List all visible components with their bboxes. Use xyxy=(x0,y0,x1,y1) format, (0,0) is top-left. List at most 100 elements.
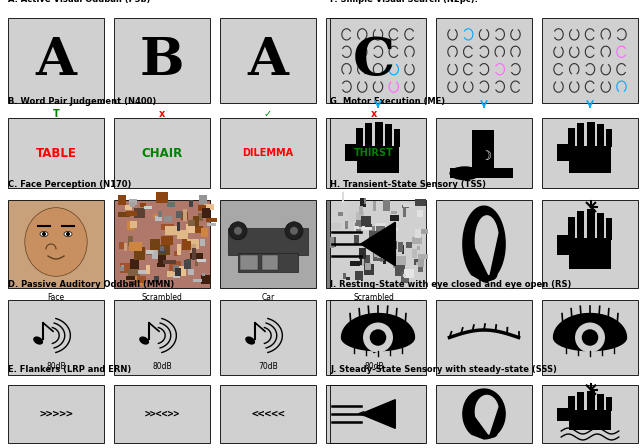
Bar xyxy=(365,123,372,147)
Bar xyxy=(557,408,570,421)
Bar xyxy=(128,237,133,246)
Ellipse shape xyxy=(25,208,87,276)
Bar xyxy=(190,244,196,254)
Bar xyxy=(557,235,570,254)
Bar xyxy=(436,385,532,443)
Text: Car: Car xyxy=(261,293,275,302)
Bar xyxy=(349,202,359,213)
Bar xyxy=(177,244,181,254)
Bar xyxy=(262,255,278,270)
Bar xyxy=(220,300,316,375)
Bar xyxy=(357,146,399,172)
Polygon shape xyxy=(554,314,627,351)
Bar xyxy=(165,226,177,235)
Bar xyxy=(568,396,575,411)
Bar xyxy=(129,242,141,251)
Circle shape xyxy=(229,222,247,240)
Bar xyxy=(188,269,194,275)
Text: I. Resting-State with eye closed and eye open (RS): I. Resting-State with eye closed and eye… xyxy=(330,280,572,289)
Bar xyxy=(412,237,422,244)
Polygon shape xyxy=(463,389,505,439)
Bar xyxy=(374,247,379,257)
Bar xyxy=(154,216,162,221)
Bar xyxy=(114,200,210,288)
Bar xyxy=(220,118,316,188)
Bar xyxy=(154,276,159,282)
Bar xyxy=(358,258,367,266)
Bar xyxy=(415,199,426,206)
Text: T: T xyxy=(52,109,60,119)
Bar xyxy=(344,273,346,279)
Bar xyxy=(164,216,172,222)
Bar xyxy=(137,276,146,283)
Text: 70dB: 70dB xyxy=(258,362,278,371)
Bar xyxy=(378,250,384,258)
Bar xyxy=(368,237,376,244)
Bar xyxy=(374,227,381,238)
Bar xyxy=(160,246,164,251)
Bar xyxy=(606,129,612,147)
Bar xyxy=(542,300,638,375)
Bar xyxy=(182,241,191,250)
Bar xyxy=(120,263,130,273)
Bar xyxy=(390,215,399,221)
Text: >><<>>: >><<>> xyxy=(145,409,180,419)
Circle shape xyxy=(290,227,298,235)
Bar xyxy=(542,118,638,188)
Bar xyxy=(348,212,356,223)
Bar xyxy=(134,276,145,285)
Bar xyxy=(198,213,203,220)
Bar xyxy=(376,226,385,234)
Bar xyxy=(388,248,397,257)
Text: >>>>>: >>>>> xyxy=(39,409,73,419)
Bar xyxy=(356,128,363,147)
Bar xyxy=(161,224,173,230)
Bar xyxy=(436,300,532,375)
Bar xyxy=(436,118,532,188)
Bar xyxy=(163,260,176,264)
Bar xyxy=(542,385,638,443)
Bar xyxy=(413,259,419,265)
Text: Face: Face xyxy=(47,293,65,302)
Circle shape xyxy=(575,323,605,353)
Bar xyxy=(360,258,362,265)
Bar xyxy=(375,121,383,147)
Text: C: C xyxy=(353,35,395,86)
Bar xyxy=(339,212,342,215)
Bar xyxy=(415,229,420,238)
Bar xyxy=(380,255,388,262)
Bar xyxy=(8,200,104,288)
Bar xyxy=(359,206,363,215)
Bar xyxy=(417,246,420,250)
Bar xyxy=(199,195,207,204)
Bar xyxy=(192,226,203,233)
Bar xyxy=(569,238,611,269)
Text: D. Passive Auditory Oddball (MMN): D. Passive Auditory Oddball (MMN) xyxy=(8,280,174,289)
Text: DILEMMA: DILEMMA xyxy=(243,148,294,158)
Bar xyxy=(8,118,104,188)
Bar xyxy=(130,259,139,271)
Bar xyxy=(118,212,130,216)
Bar xyxy=(189,200,193,207)
Text: ☽: ☽ xyxy=(480,150,492,163)
Bar xyxy=(330,18,426,103)
Bar xyxy=(147,265,150,274)
Bar xyxy=(372,201,376,211)
Bar xyxy=(161,236,173,245)
Bar xyxy=(207,223,216,226)
Text: THIRST: THIRST xyxy=(354,148,394,158)
Bar xyxy=(114,118,210,188)
Text: <<<<<: <<<<< xyxy=(251,409,285,419)
Bar xyxy=(345,221,348,229)
Bar xyxy=(205,204,214,210)
Circle shape xyxy=(285,222,303,240)
Bar xyxy=(358,248,366,259)
Bar xyxy=(418,259,424,267)
Polygon shape xyxy=(463,206,505,282)
Bar xyxy=(396,264,405,276)
Bar xyxy=(355,216,362,227)
Bar xyxy=(385,255,396,263)
Bar xyxy=(326,200,422,288)
Bar xyxy=(119,242,124,250)
Polygon shape xyxy=(476,396,498,434)
